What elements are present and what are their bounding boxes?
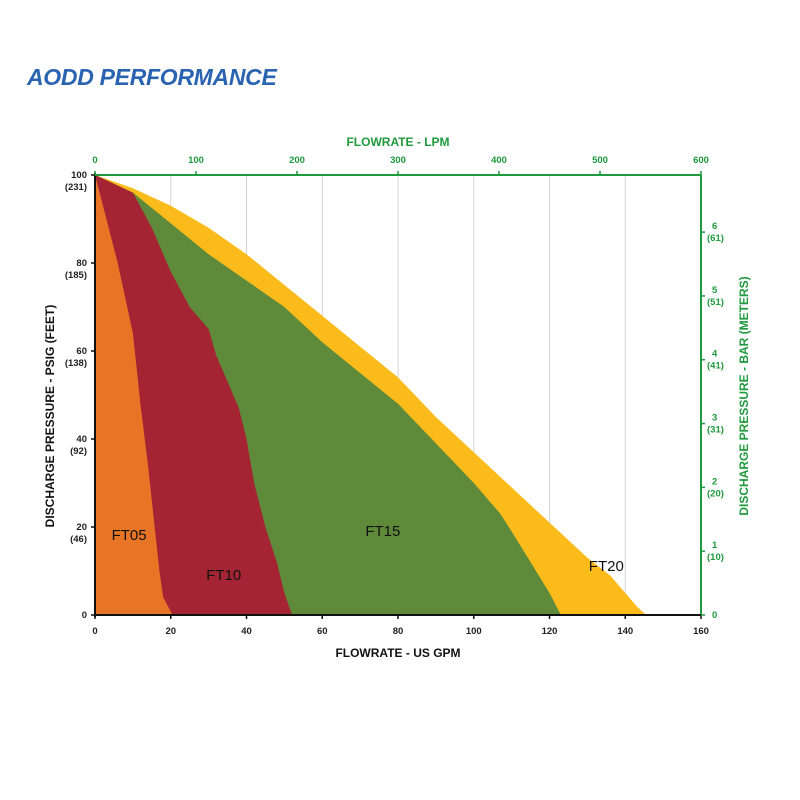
right-y-tick-sublabel: (41) [707,361,724,372]
right-y-tick-label: 4 [712,349,718,360]
right-y-axis-title: DISCHARGE PRESSURE - BAR (METERS) [737,276,751,515]
right-y-tick-label: 2 [712,476,717,487]
right-y-tick-label: 5 [712,285,718,296]
right-y-tick-sublabel: (20) [707,488,724,499]
y-tick-sublabel: (138) [65,358,87,369]
x-tick-label: 120 [542,626,558,637]
top-x-tick-label: 300 [390,155,406,166]
page-title: AODD PERFORMANCE [27,64,277,90]
y-tick-sublabel: (46) [70,534,87,545]
y-tick-label: 100 [71,170,87,181]
series-labels: FT20 FT15 FT10 FT05 [112,523,624,584]
right-y-tick-label: 3 [712,413,717,424]
y-tick-sublabel: (231) [65,182,87,193]
y-tick-label: 80 [76,258,87,269]
right-y-tick-label: 0 [712,610,717,621]
area-ft05 [95,175,173,615]
top-x-tick-label: 400 [491,155,507,166]
y-tick-label: 40 [76,434,87,445]
top-x-tick-label: 200 [289,155,305,166]
y-tick-label: 0 [82,610,87,621]
top-x-axis-title: FLOWRATE - LPM [346,135,449,149]
x-tick-label: 20 [165,626,176,637]
series-label-ft10: FT10 [206,567,241,584]
y-tick-label: 60 [76,346,87,357]
top-x-tick-label: 600 [693,155,709,166]
right-y-tick-sublabel: (31) [707,425,724,436]
axes: 0 20 40 60 80 100 120 140 160020(46)40(92)60(138… [65,155,724,637]
y-tick-label: 20 [76,522,87,533]
top-x-tick-label: 0 [92,155,97,166]
y-tick-sublabel: (185) [65,270,87,281]
right-y-tick-label: 6 [712,221,717,232]
x-tick-label: 40 [241,626,252,637]
y-tick-sublabel: (92) [70,446,87,457]
right-y-tick-label: 1 [712,540,718,551]
right-y-tick-sublabel: (10) [707,552,724,563]
series-label-ft15: FT15 [365,523,400,540]
x-tick-label: 160 [693,626,709,637]
top-x-tick-label: 500 [592,155,608,166]
series-areas [95,175,647,615]
x-tick-label: 60 [317,626,328,637]
x-axis-title: FLOWRATE - US GPM [335,646,460,660]
x-tick-label: 100 [466,626,482,637]
right-y-tick-sublabel: (61) [707,233,724,244]
x-tick-label: 80 [393,626,404,637]
top-x-tick-label: 100 [188,155,204,166]
y-axis-title: DISCHARGE PRESSURE - PSIG (FEET) [43,305,57,528]
x-tick-label: 140 [617,626,633,637]
series-label-ft20: FT20 [589,558,624,575]
series-label-ft05: FT05 [112,527,147,544]
x-tick-label: 0 [92,626,97,637]
right-y-tick-sublabel: (51) [707,297,724,308]
